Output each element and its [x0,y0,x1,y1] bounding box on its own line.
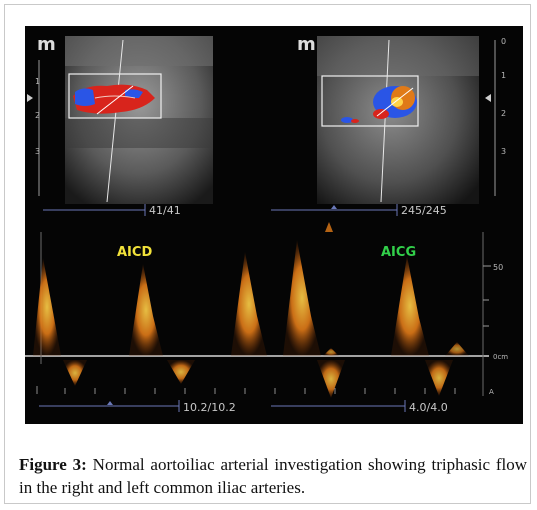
left-top-scale: 41/41 [43,204,181,217]
right-bottom-scale-label: 4.0/4.0 [409,401,448,414]
right-bottom-scale: 4.0/4.0 [271,400,448,414]
ultrasound-figure-image: m m 1 2 3 0 1 2 3 [25,26,523,424]
right-depth-tick-2: 2 [501,109,506,118]
vessel-label-aicd: AICD [117,245,152,260]
right-logo: m [297,34,316,55]
axis-unit-label: A [489,388,494,396]
left-bottom-scale-label: 10.2/10.2 [183,401,236,414]
caption-label: Figure 3: [19,455,87,474]
left-depth-ruler: 1 2 3 [27,60,40,196]
left-logo: m [37,34,56,55]
left-depth-tick-2: 2 [35,111,40,120]
right-depth-tick-1: 1 [501,71,506,80]
baseline-label: 0cm [493,353,508,361]
ultrasound-svg: m m 1 2 3 0 1 2 3 [25,34,508,414]
right-top-scale-label: 245/245 [401,204,447,217]
caption-text: Normal aortoiliac arterial investigation… [19,455,528,497]
left-bottom-scale: 10.2/10.2 [39,400,236,414]
left-depth-tick-3: 3 [35,147,40,156]
velocity-tick-50: 50 [493,263,503,272]
vessel-label-aicg: AICG [381,245,416,260]
right-depth-tick-3: 3 [501,147,506,156]
left-depth-tick-1: 1 [35,77,40,86]
right-top-scale: 245/245 [271,204,447,217]
figure-caption: Figure 3: Normal aortoiliac arterial inv… [19,453,527,499]
figure-frame: m m 1 2 3 0 1 2 3 [4,4,531,504]
doppler-spectrum: 50 0cm A [25,222,508,398]
left-bmode-image [65,36,213,204]
right-depth-tick-0: 0 [501,37,506,46]
right-bmode-image [317,36,479,204]
right-depth-ruler: 0 1 2 3 [485,37,506,196]
left-top-scale-label: 41/41 [149,204,181,217]
